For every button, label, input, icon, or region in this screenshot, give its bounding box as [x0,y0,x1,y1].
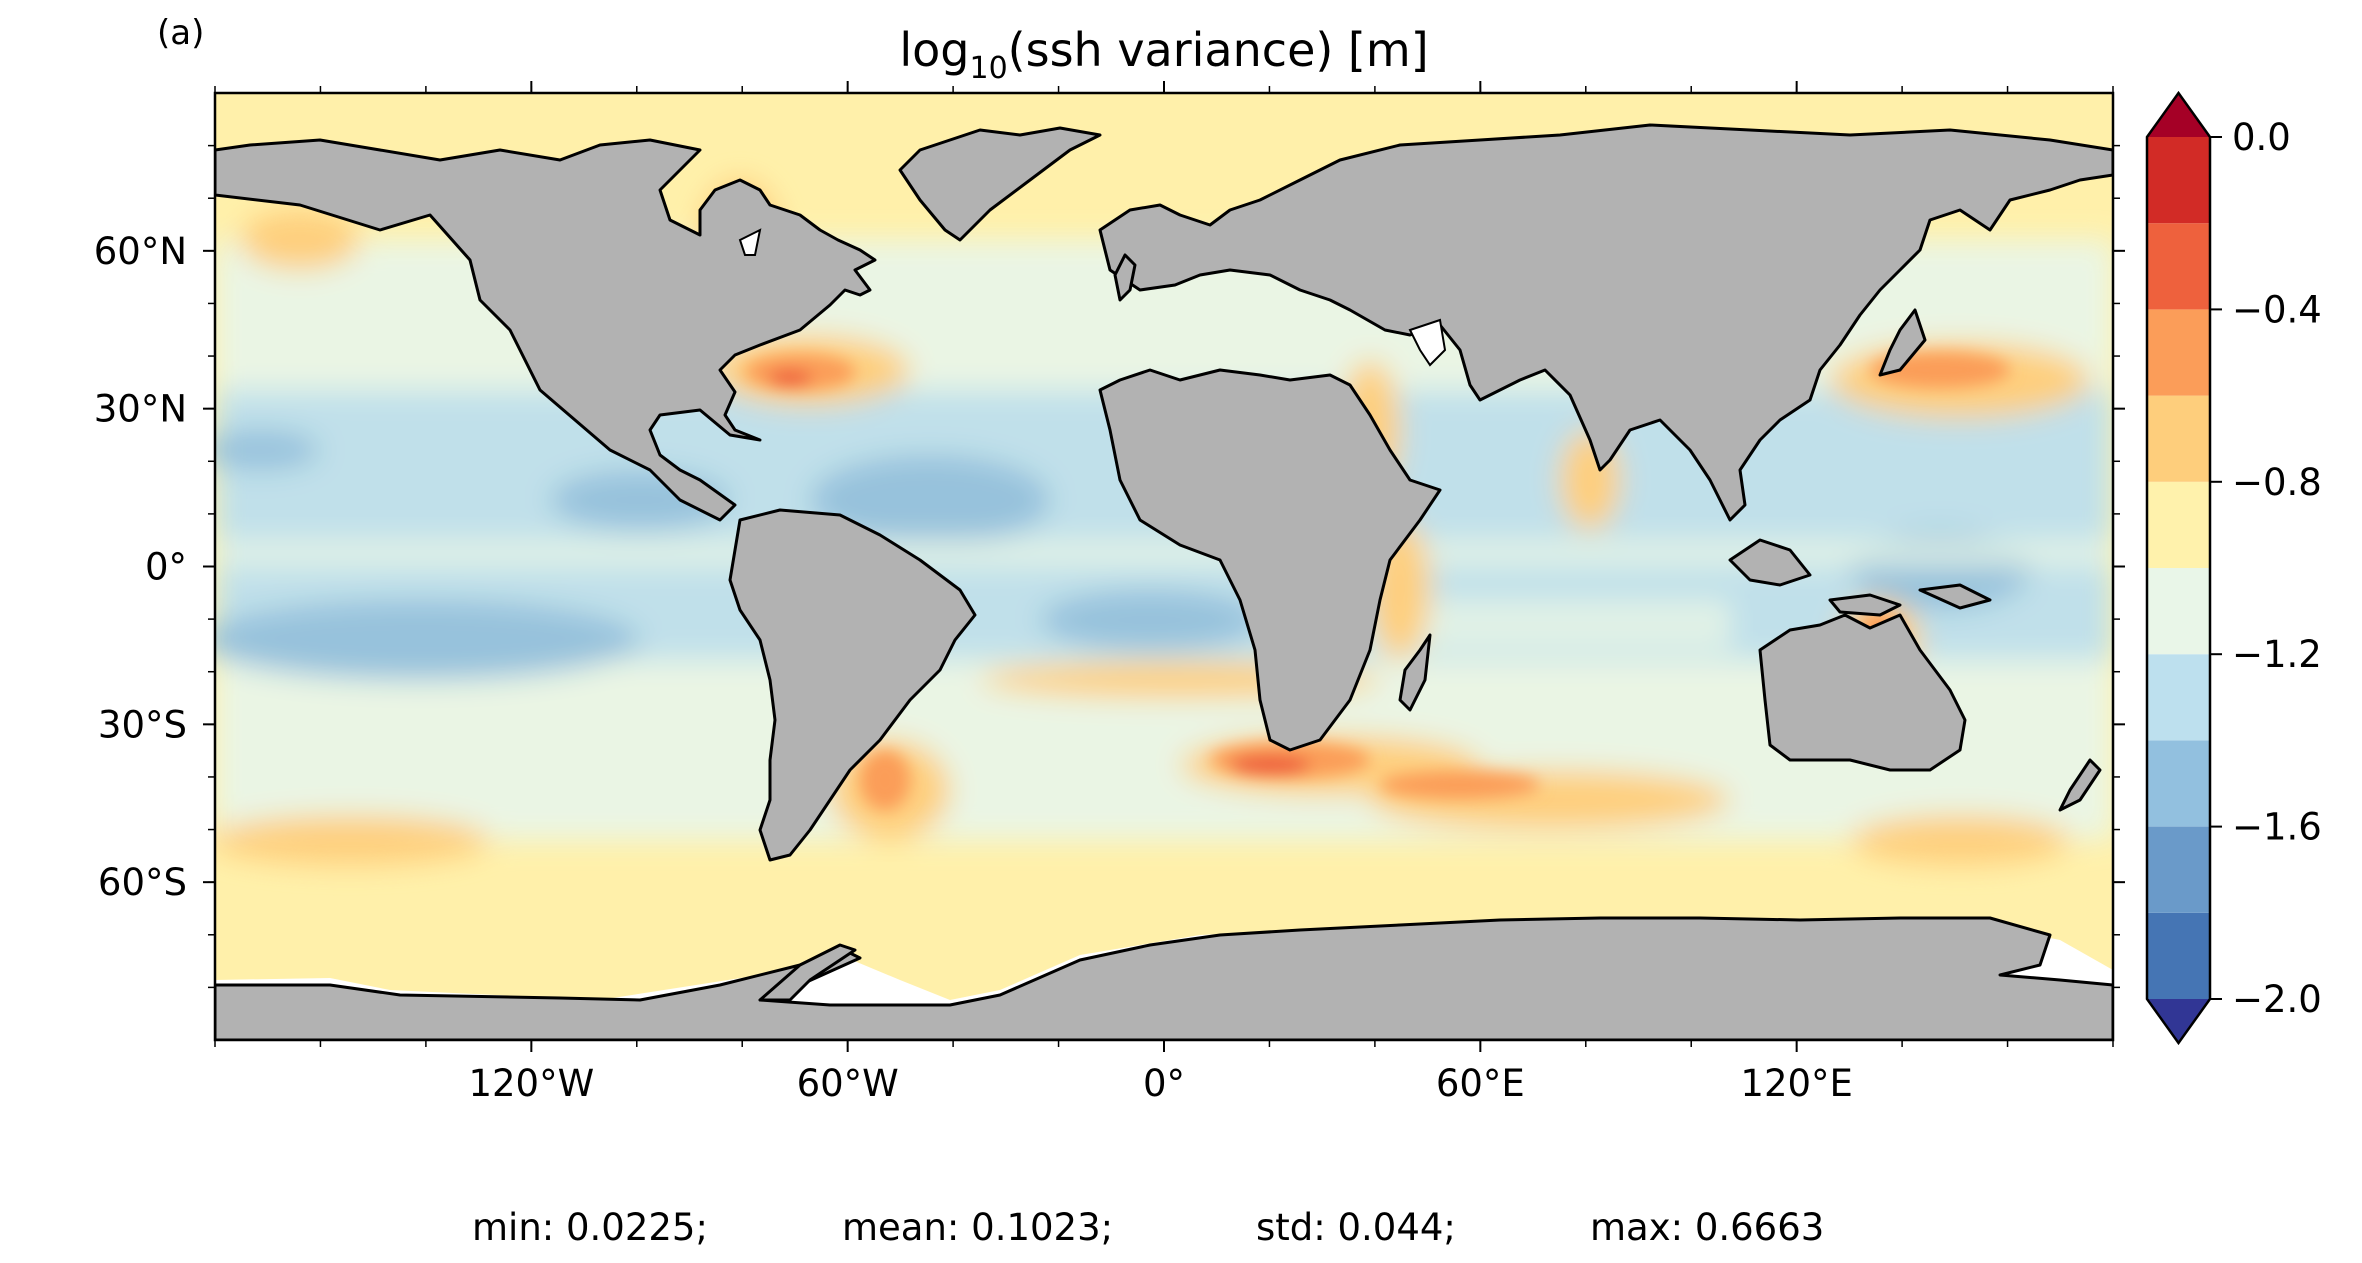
title-subscript: 10 [969,51,1007,86]
north-america [215,138,877,522]
colorbar-segment [2147,740,2210,827]
title-suffix: (ssh variance) [m] [1008,23,1429,77]
lat-tick-label: 30°S [98,703,187,746]
stat-std: std: 0.044; [1256,1206,1456,1249]
colorbar-tick-label: −1.2 [2232,633,2322,676]
indonesia [1728,538,1992,617]
inland-water [738,228,1447,367]
eurasia [1098,123,2113,522]
lat-tick-label: 0° [145,546,187,589]
ssh-variance-hotspots [745,352,2010,810]
lat-tick-label: 30°N [94,388,187,431]
new-zealand [2058,758,2102,812]
colorbar-extend-min [2147,999,2210,1043]
land-masses [215,123,2113,1040]
map-title: log10(ssh variance) [m] [899,23,1428,86]
colorbar-segment [2147,395,2210,482]
colorbar-tick-label: 0.0 [2232,116,2291,159]
australia [1758,613,1967,772]
panel-label: (a) [157,13,204,53]
japan [1878,308,1927,377]
south-america [728,508,977,862]
colorbar-segment [2147,568,2210,655]
greenland [898,126,1102,242]
colorbar-segment [2147,309,2210,396]
stat-mean: mean: 0.1023; [842,1206,1113,1249]
britain [1113,253,1137,302]
map-axes: 120°W 60°W 0° 60°E 120°E 60°N 30°N 0° 30°S 60°S [94,81,2125,1105]
title-prefix: log [899,23,969,77]
colorbar-segment [2147,654,2210,741]
africa [1098,368,1442,752]
stat-min: min: 0.0225; [472,1206,708,1249]
colorbar-segment [2147,912,2210,999]
map-panel [215,93,2113,1040]
colorbar-segment [2147,223,2210,310]
colorbar-segment [2147,481,2210,568]
lat-tick-label: 60°N [94,230,187,273]
stats-line: min: 0.0225; mean: 0.1023; std: 0.044; m… [472,1206,1824,1249]
antarctica [215,916,2113,1040]
stat-max: max: 0.6663 [1590,1206,1824,1249]
lon-tick-label: 120°E [1740,1062,1853,1105]
lon-tick-label: 0° [1143,1062,1185,1105]
colorbar-extend-max [2147,93,2210,137]
colorbar-segment [2147,826,2210,913]
lon-tick-label: 120°W [468,1062,594,1105]
lon-tick-label: 60°W [797,1062,899,1105]
colorbar-tick-label: −0.8 [2232,461,2322,504]
colorbar: 0.0 −0.4 −0.8 −1.2 −1.6 −2.0 [2145,90,2322,1046]
colorbar-tick-label: −0.4 [2232,288,2322,331]
lat-tick-label: 60°S [98,861,187,904]
colorbar-tick-label: −2.0 [2232,978,2322,1021]
madagascar [1398,633,1432,712]
colorbar-segment [2147,137,2210,224]
antarctic-peninsula [758,943,857,1002]
lon-tick-label: 60°E [1436,1062,1525,1105]
colorbar-tick-label: −1.6 [2232,806,2322,849]
